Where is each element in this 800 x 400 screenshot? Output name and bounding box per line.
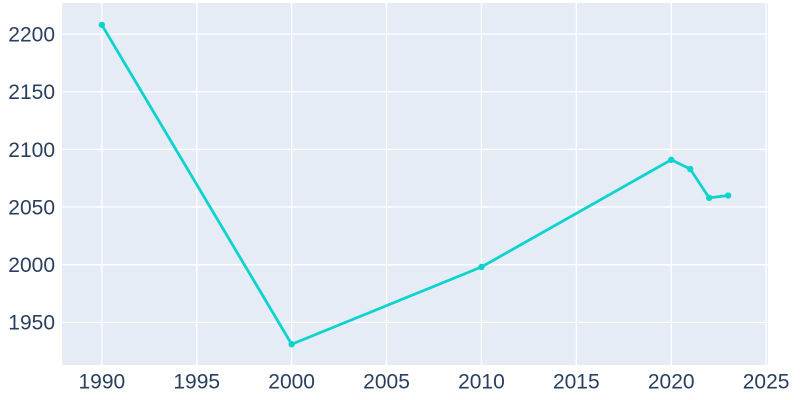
x-tick-label-2000: 2000	[268, 371, 315, 394]
horizontal-gridlines	[62, 33, 768, 323]
y-tick-label-2000: 2000	[8, 254, 55, 277]
data-point-2023	[724, 192, 732, 199]
x-tick-label-2005: 2005	[363, 371, 410, 394]
population-series	[98, 21, 732, 348]
x-tick-label-2015: 2015	[553, 371, 600, 394]
data-point-2000	[288, 341, 295, 348]
y-tick-label-2050: 2050	[8, 196, 55, 219]
x-tick-label-1990: 1990	[78, 371, 125, 394]
data-point-2022	[705, 194, 713, 202]
y-tick-label-1950: 1950	[8, 312, 55, 335]
x-tick-label-2020: 2020	[648, 371, 695, 394]
x-tick-label-2010: 2010	[458, 371, 505, 394]
data-point-2021	[686, 165, 694, 173]
x-tick-label-2025: 2025	[743, 371, 790, 394]
data-point-1990	[98, 21, 106, 29]
y-tick-label-2100: 2100	[8, 139, 55, 162]
data-point-2020	[668, 156, 675, 163]
x-tick-label-1995: 1995	[173, 371, 220, 394]
y-tick-label-2200: 2200	[8, 23, 55, 46]
x-axis-tick-labels: 1990 1995 2000 2005 2010 2015 2020 2025	[78, 371, 789, 394]
data-point-2010	[478, 263, 485, 271]
y-axis-tick-labels: 1950 2000 2050 2100 2150 2200	[8, 23, 55, 334]
data-point-markers	[98, 21, 732, 348]
plot-area-background	[62, 3, 768, 365]
y-tick-label-2150: 2150	[8, 81, 55, 104]
